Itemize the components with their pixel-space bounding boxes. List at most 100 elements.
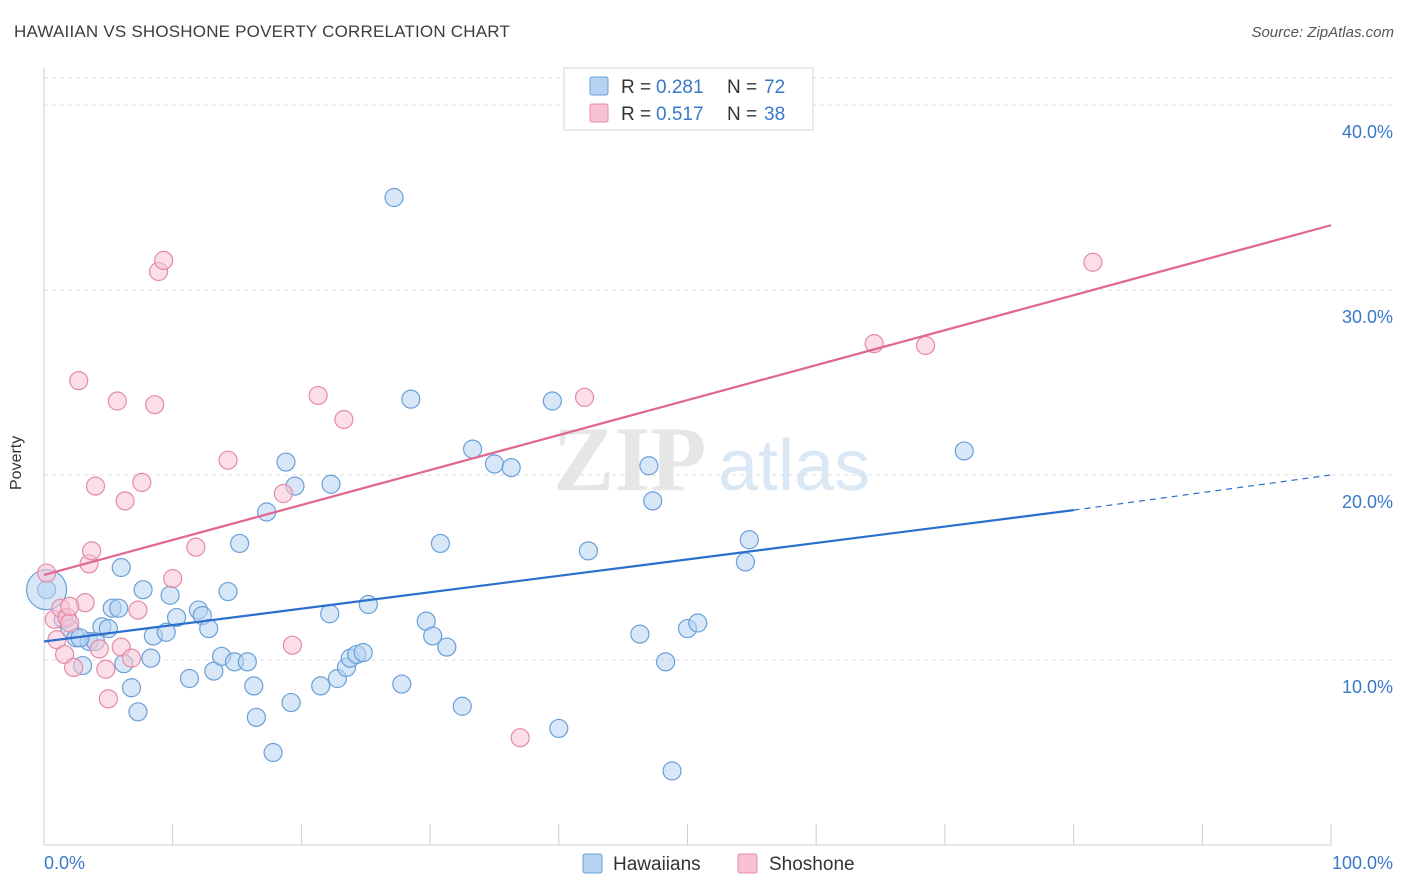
hawaiians-point: [462, 439, 483, 459]
axes: [43, 68, 1332, 846]
shoshone-point: [89, 639, 109, 659]
hawaiians-point: [166, 607, 187, 628]
hawaiians-point: [401, 389, 421, 409]
hawaiians-point: [237, 652, 257, 672]
hawaiians-point: [141, 648, 161, 668]
hawaiians-point: [179, 668, 200, 689]
hawaiians-point: [358, 594, 378, 615]
shoshone-point: [69, 371, 89, 391]
hawaiians-point: [160, 585, 180, 605]
hawaiians-point: [320, 604, 340, 624]
bottom-legend-label-hawaiians: Hawaiians: [613, 854, 701, 875]
hawaiians-point: [311, 676, 331, 696]
hawaiians-point: [437, 637, 457, 657]
source-credit: Source: ZipAtlas.com: [1251, 24, 1394, 41]
shoshone-point: [273, 483, 293, 504]
hawaiians-point: [501, 458, 521, 478]
hawaiians-point: [452, 696, 472, 716]
y-tick-label: 40.0%: [1342, 122, 1393, 142]
hawaiians-point: [384, 187, 404, 208]
x-tick-label-max: 100.0%: [1332, 853, 1393, 873]
series-shoshone-points: [36, 250, 1103, 748]
hawaiians-point: [321, 474, 341, 494]
hawaiians-point: [549, 718, 569, 739]
shoshone-point: [334, 409, 354, 430]
legend-swatch-shoshone: [589, 103, 609, 123]
x-tick-labels: 0.0% 100.0%: [44, 853, 1393, 873]
hawaiians-point: [353, 642, 373, 663]
chart-title: HAWAIIAN VS SHOSHONE POVERTY CORRELATION…: [14, 22, 510, 41]
grid-lines: [44, 77, 1393, 661]
shoshone-point: [163, 568, 183, 589]
hawaiians-point: [246, 707, 266, 727]
hawaiians-point: [954, 441, 974, 461]
bottom-legend: Hawaiians Shoshone: [582, 853, 855, 875]
legend-box: R = 0.281 N = 72 R = 0.517 N = 38: [563, 67, 814, 131]
shoshone-point: [82, 541, 102, 561]
shoshone-point: [85, 476, 106, 496]
legend-r-label-1: R =: [621, 77, 651, 98]
y-tick-label: 30.0%: [1342, 307, 1393, 327]
shoshone-point: [154, 250, 174, 270]
shoshone-trend-line: [43, 224, 1332, 576]
y-tick-label: 10.0%: [1342, 677, 1393, 697]
shoshone-point: [218, 450, 238, 470]
hawaiians-point: [244, 676, 264, 696]
hawaiians-point: [578, 541, 599, 561]
hawaiians-point: [662, 761, 682, 781]
x-tick-label-min: 0.0%: [44, 853, 85, 873]
hawaiians-point: [230, 533, 250, 554]
hawaiians-point: [121, 678, 142, 698]
hawaiians-trend-line: [43, 509, 1074, 643]
watermark-zip: ZIP: [553, 408, 706, 510]
hawaiians-point: [218, 581, 238, 602]
shoshone-point: [282, 635, 302, 655]
legend-n-label-2: N =: [727, 104, 757, 125]
legend-n-label-1: N =: [727, 77, 757, 98]
hawaiians-trend-extension: [1073, 474, 1332, 511]
shoshone-point: [308, 385, 328, 406]
hawaiians-point: [423, 626, 443, 646]
bottom-legend-swatch-shoshone: [737, 853, 758, 874]
shoshone-point: [128, 600, 148, 620]
bottom-legend-label-shoshone: Shoshone: [769, 854, 855, 875]
shoshone-point: [121, 648, 142, 668]
hawaiians-point: [204, 661, 224, 681]
shoshone-point: [64, 657, 84, 678]
hawaiians-point: [263, 742, 283, 763]
hawaiians-point: [392, 674, 412, 694]
shoshone-point: [60, 596, 80, 616]
hawaiians-point: [656, 652, 676, 672]
y-tick-labels: 10.0% 20.0% 30.0% 40.0%: [1342, 122, 1393, 697]
hawaiians-point: [109, 598, 129, 618]
shoshone-point: [115, 491, 135, 511]
hawaiians-point: [156, 622, 176, 642]
shoshone-point: [915, 335, 936, 356]
legend-r-value-2: 0.517: [656, 104, 704, 125]
hawaiians-point: [688, 613, 708, 633]
shoshone-point: [107, 391, 127, 411]
legend-r-value-1: 0.281: [656, 77, 704, 98]
hawaiians-point: [276, 452, 296, 472]
shoshone-point: [1083, 252, 1103, 272]
shoshone-point: [145, 395, 165, 415]
shoshone-point: [186, 537, 206, 557]
watermark: ZIP atlas: [553, 408, 870, 510]
trend-lines: [43, 224, 1332, 643]
hawaiians-point: [643, 491, 663, 511]
hawaiians-point: [484, 454, 505, 474]
shoshone-point: [510, 728, 530, 748]
shoshone-point: [98, 689, 118, 709]
hawaiians-point: [281, 692, 301, 713]
hawaiians-point: [735, 552, 756, 572]
hawaiians-point: [133, 580, 153, 600]
watermark-atlas: atlas: [718, 426, 870, 506]
legend-r-label-2: R =: [621, 104, 651, 125]
shoshone-point: [96, 659, 116, 679]
hawaiians-point: [639, 456, 659, 476]
hawaiians-point: [739, 530, 759, 550]
legend-swatch-hawaiians: [589, 76, 609, 96]
hawaiians-point: [430, 533, 450, 554]
y-tick-label: 20.0%: [1342, 492, 1393, 512]
